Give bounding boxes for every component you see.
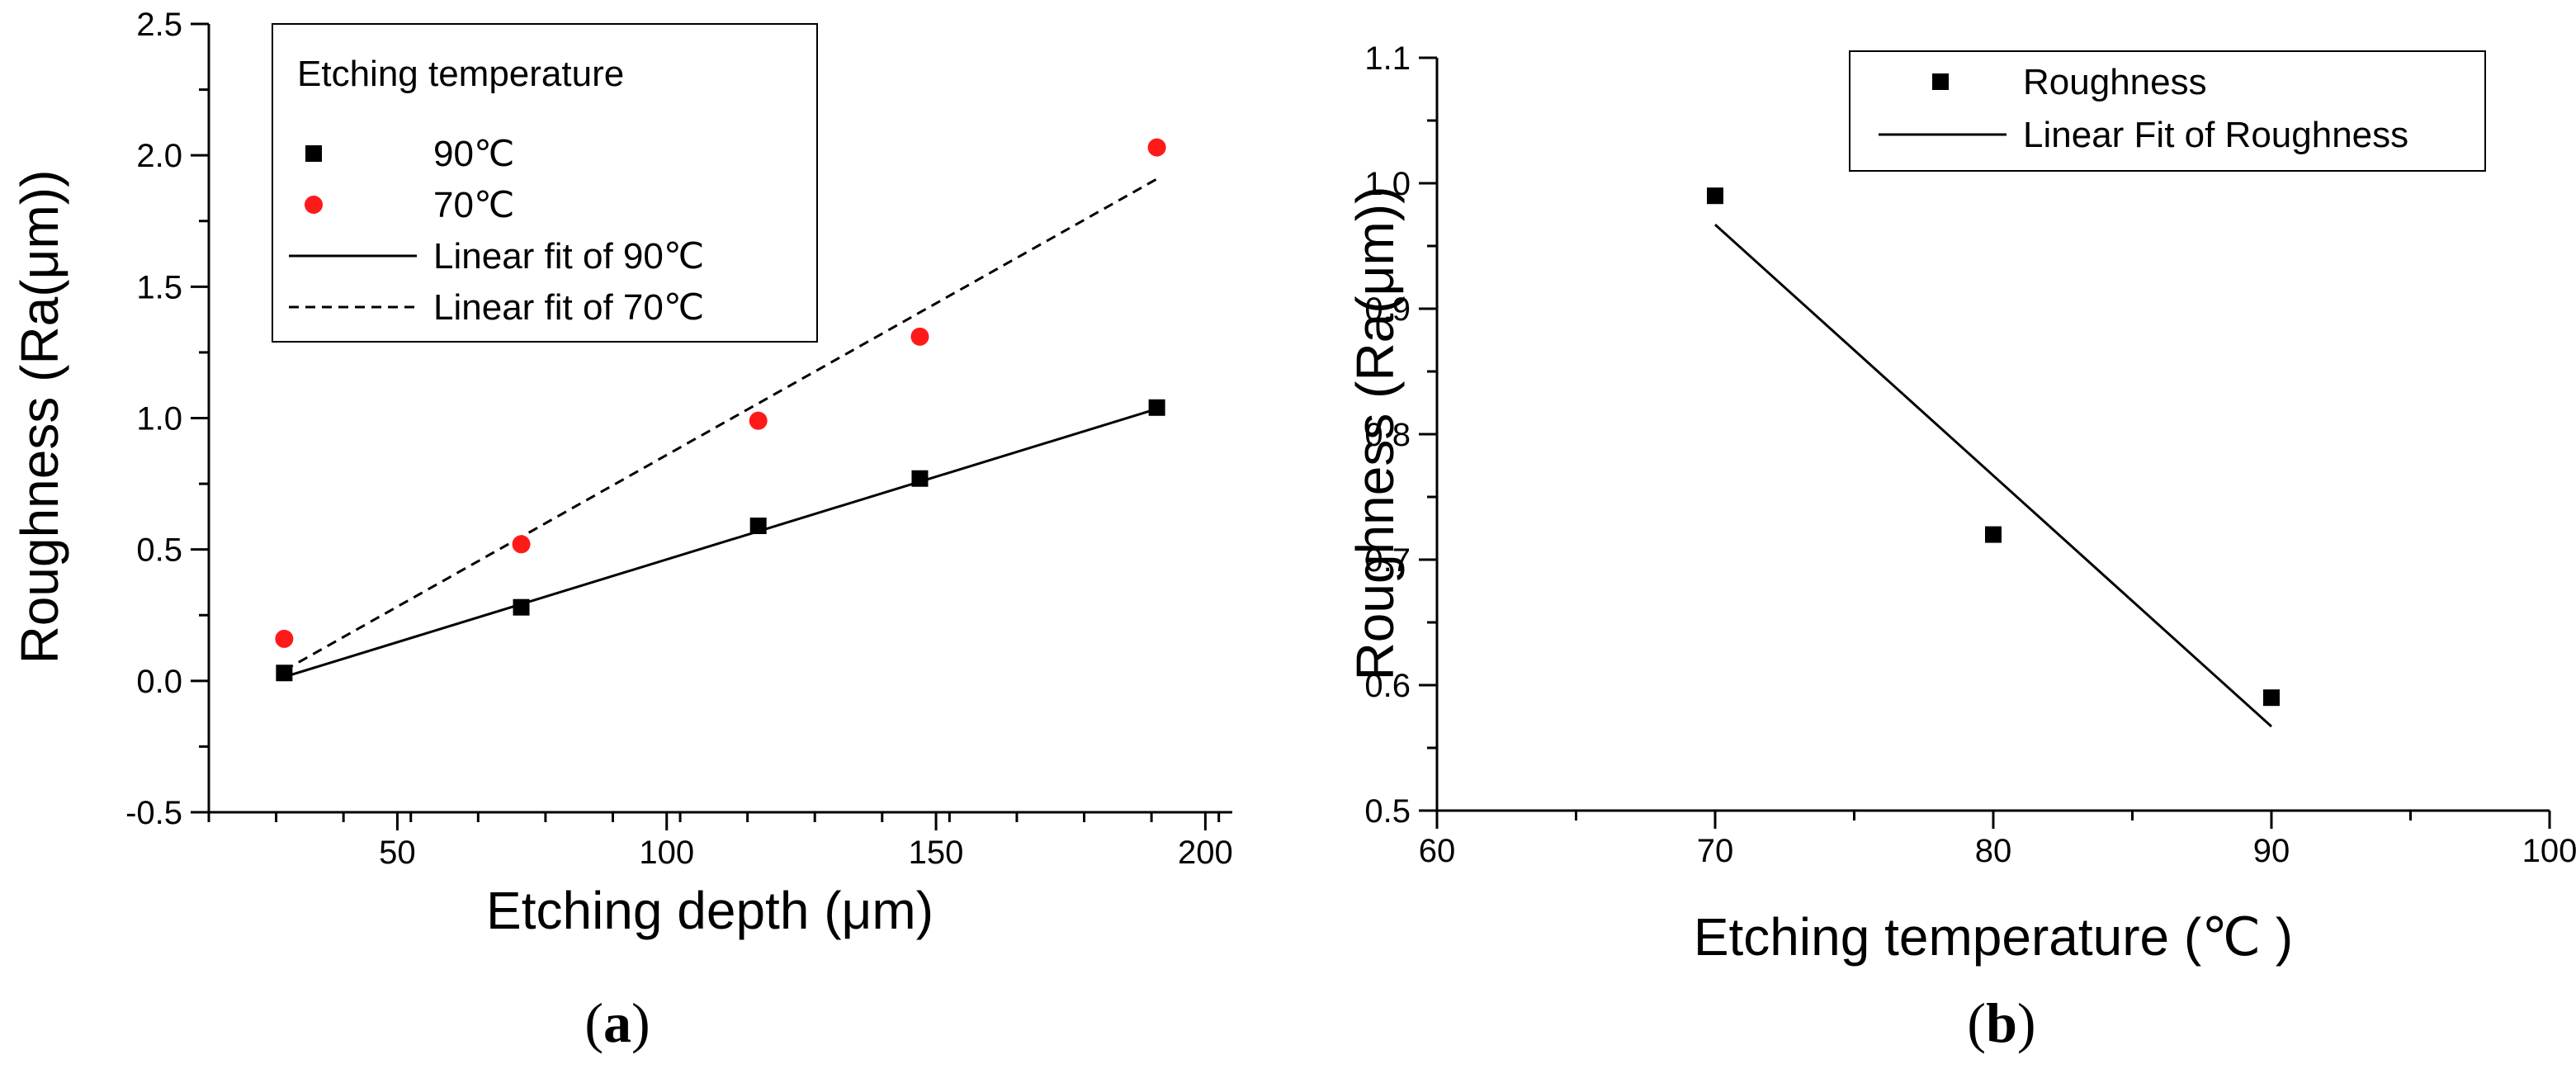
panel-a-marker-square — [276, 664, 293, 682]
panel-b-x-axis-title: Etching temperature (℃ ) — [1694, 907, 2293, 967]
panel-b-panel-label-part: b — [1986, 991, 2017, 1054]
panel-b-x-tick-label: 80 — [1975, 833, 2012, 869]
panel-a-x-tick-label: 150 — [909, 835, 964, 871]
panel-b-marker-square — [1985, 526, 2002, 543]
panel-a-y-tick-label: 2.0 — [136, 138, 182, 174]
panel-a-legend-box — [272, 23, 818, 343]
panel-a-panel-label-part: ( — [584, 991, 603, 1054]
panel-a-marker-square — [749, 518, 767, 535]
panel-a-legend-label: Linear fit of 70℃ — [433, 287, 704, 328]
chart-panel-a: 50 100 150 200 -0.5 0.0 0.5 1.0 1.5 2.0 2.5 Etching… — [10, 7, 1233, 1054]
panel-a-legend-marker-circle — [305, 196, 323, 214]
panel-b-panel-label: (b) — [1967, 991, 2035, 1054]
panel-a-marker-circle — [910, 327, 929, 346]
panel-b-y-tick-label: 0.8 — [1364, 417, 1411, 453]
panel-a-y-tick-label: 0.0 — [136, 664, 182, 700]
panel-b-x-tick-label: 100 — [2522, 833, 2576, 869]
panel-b-marker-square — [1707, 187, 1723, 205]
panel-b-y-axis-title: Roughness (Ra(μm)) — [1345, 187, 1405, 681]
panel-b-x-tick-label: 60 — [1419, 833, 1456, 869]
panel-a-marker-square — [513, 598, 530, 616]
panel-a-x-tick-label: 200 — [1178, 835, 1233, 871]
panel-b-y-tick-label: 1.0 — [1364, 166, 1411, 202]
panel-a-marker-square — [911, 470, 929, 487]
panel-b-legend-box — [1849, 50, 2486, 172]
chart-panel-b: 60 70 80 90 100 0.5 0.6 0.7 0.8 0.9 1.0 1.1 Roughnes… — [1345, 40, 2576, 1054]
panel-a-marker-circle — [275, 629, 294, 648]
panel-a-fit-line — [283, 177, 1158, 672]
panel-a-panel-label: (a) — [584, 991, 650, 1054]
panel-b-legend-label: Linear Fit of Roughness — [2023, 115, 2408, 155]
panel-a-y-tick-label: 0.5 — [136, 532, 182, 569]
panel-b-x-tick-label: 90 — [2253, 833, 2290, 869]
panel-b-fit-line — [1713, 224, 2273, 728]
panel-a-x-tick-label: 100 — [639, 835, 694, 871]
panel-b-legend-marker-square — [1932, 73, 1949, 90]
panel-a-y-tick-label: 2.5 — [136, 7, 182, 43]
panel-a-marker-circle — [749, 411, 768, 430]
panel-b-marker-square — [2263, 689, 2280, 707]
panel-b-y-tick-label: 0.7 — [1364, 542, 1411, 579]
panel-a-legend-title: Etching temperature — [297, 54, 624, 94]
panel-a-marker-circle — [1147, 138, 1166, 157]
panel-a-y-tick-label: 1.5 — [136, 269, 182, 305]
panel-a-legend-label: 90℃ — [433, 134, 514, 174]
panel-b-x-tick-label: 70 — [1697, 833, 1734, 869]
panel-a-y-tick-label: 1.0 — [136, 401, 182, 437]
panel-b-panel-label-part: ( — [1967, 991, 1986, 1054]
panel-a-panel-label-part: a — [603, 991, 631, 1054]
panel-a-marker-circle — [512, 535, 531, 554]
panel-a-y-axis-title: Roughness (Ra(μm)) — [10, 170, 69, 664]
panel-a-legend-label: Linear fit of 90℃ — [433, 236, 704, 277]
panel-a-x-axis-title: Etching depth (μm) — [486, 881, 934, 940]
panel-a-x-tick-label: 50 — [379, 835, 416, 871]
panel-b-y-tick-label: 0.9 — [1364, 291, 1411, 328]
panel-a-legend-label: 70℃ — [433, 185, 514, 225]
panel-a-fit-line — [283, 407, 1158, 679]
panel-a-panel-label-part: ) — [631, 991, 650, 1054]
panel-b-y-tick-label: 1.1 — [1364, 40, 1411, 77]
panel-a-legend-marker-square — [305, 145, 322, 162]
panel-b-y-tick-label: 0.6 — [1364, 668, 1411, 704]
panel-b-legend-label: Roughness — [2023, 62, 2207, 102]
panel-b-panel-label-part: ) — [2017, 991, 2036, 1054]
panel-a-marker-square — [1148, 399, 1165, 416]
panel-b-y-tick-label: 0.5 — [1364, 793, 1411, 830]
panel-a-y-tick-label: -0.5 — [125, 795, 182, 831]
